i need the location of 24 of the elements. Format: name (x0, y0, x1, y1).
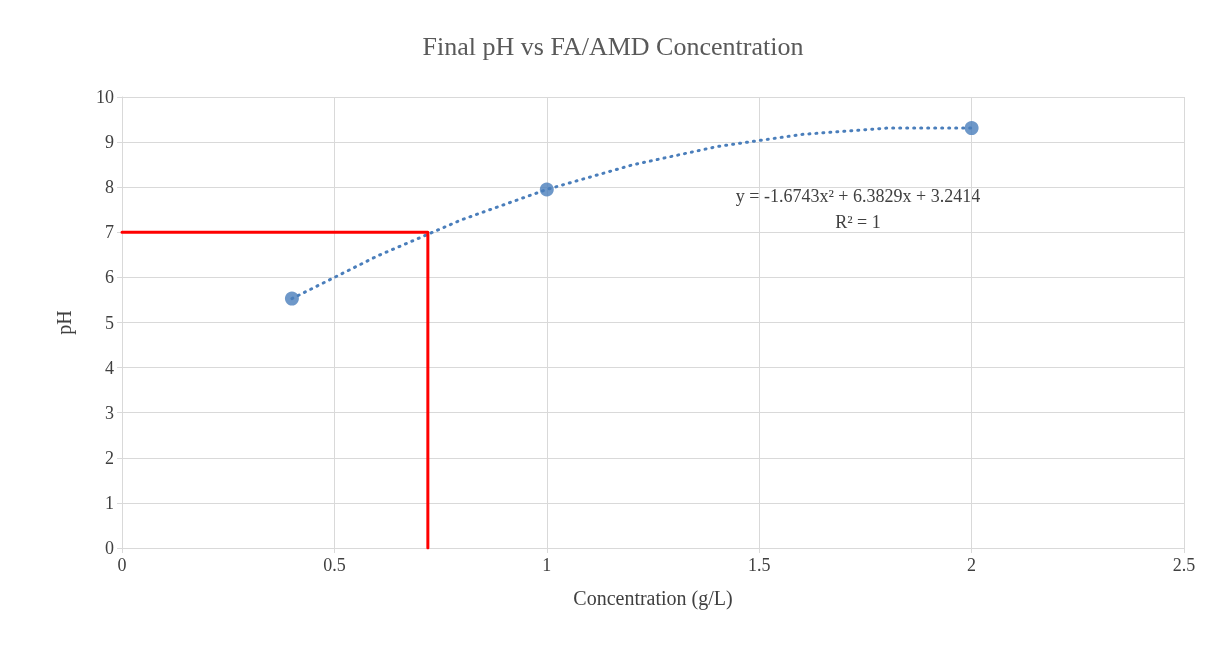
y-tick-label: 1 (105, 492, 114, 513)
annotation: R² = 1 (835, 212, 881, 232)
x-tick-label: 1 (542, 555, 552, 575)
x-tick-label: 1.5 (747, 555, 771, 575)
y-tick-label: 5 (105, 312, 114, 333)
point (539, 182, 554, 197)
y-tick-label: 6 (105, 267, 114, 288)
y-tick-label: 7 (105, 222, 114, 243)
annotation: y = -1.6743x² + 6.3829x + 3.2414 (735, 186, 981, 206)
y-tick-label: 4 (105, 357, 114, 378)
x-tick-label: 0.5 (323, 555, 346, 575)
y-tick-label: 8 (105, 177, 114, 198)
x-axis-title: Concentration (g/L) (573, 587, 733, 610)
x-tick-label: 2 (967, 555, 977, 575)
y-tick-label: 3 (105, 402, 114, 423)
x-tick-label: 2.5 (1172, 555, 1196, 575)
chart-title: Final pH vs FA/AMD Concentration (422, 31, 804, 61)
y-axis-title: pH (53, 310, 76, 335)
y-tick-label: 10 (96, 87, 114, 107)
y-tick-label: 9 (105, 132, 114, 153)
point (964, 121, 979, 136)
point (284, 291, 299, 306)
y-tick-label: 0 (105, 538, 114, 558)
y-tick-label: 2 (105, 447, 114, 468)
